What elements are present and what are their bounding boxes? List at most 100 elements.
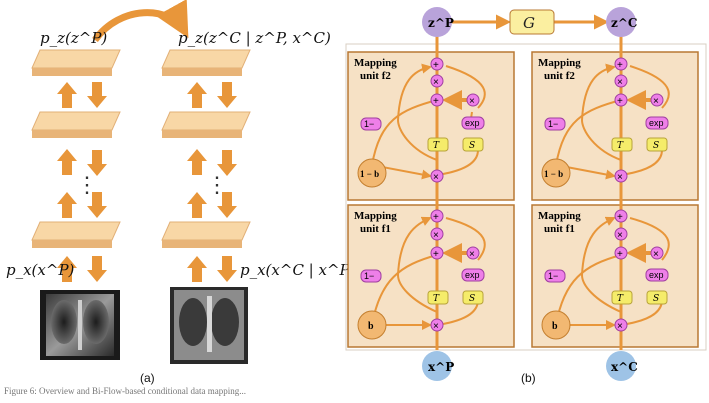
tau-node xyxy=(611,137,633,152)
down-arrow xyxy=(87,256,107,282)
circle-times-node xyxy=(466,246,480,260)
one-minus-node xyxy=(360,117,382,131)
op-tau: T xyxy=(617,294,624,304)
op-plus: + xyxy=(433,60,439,71)
plate xyxy=(161,221,251,241)
unit-subtitle: unit f2 xyxy=(544,70,575,82)
unit-subtitle: unit f2 xyxy=(360,70,391,82)
op-plus: + xyxy=(617,60,623,71)
up-arrow xyxy=(57,149,77,175)
circle-times-node xyxy=(614,227,628,241)
unit-title: Mapping xyxy=(354,210,397,222)
op-s: S xyxy=(653,141,659,151)
unit-f1-right-internals: + × + × exp 1− T S b × xyxy=(541,209,670,340)
g-box xyxy=(509,9,555,35)
op-tau: T xyxy=(433,141,440,151)
plate xyxy=(32,240,112,248)
ellipsis-right: ⋮ xyxy=(206,172,228,197)
op-plus: + xyxy=(433,96,439,107)
circle-times-node xyxy=(650,246,664,260)
op-times: × xyxy=(433,230,439,241)
op-s: S xyxy=(469,294,475,304)
up-arrow xyxy=(57,256,77,282)
plate xyxy=(32,68,112,76)
s-node xyxy=(462,137,484,152)
panel-b-frame xyxy=(345,43,707,351)
plate xyxy=(31,221,121,241)
xray-image-left xyxy=(40,290,120,360)
circle-times-node xyxy=(430,227,444,241)
circle-times-node xyxy=(650,93,664,107)
circle-plus-node xyxy=(430,93,444,107)
op-times: × xyxy=(653,96,659,107)
g-symbol: G xyxy=(523,14,535,32)
op-times: × xyxy=(653,249,659,260)
op-times: × xyxy=(469,249,475,260)
exp-node xyxy=(461,116,485,130)
node-xC-label: x^C xyxy=(611,360,638,374)
op-one-minus: 1− xyxy=(364,119,374,129)
unit-subtitle: unit f1 xyxy=(360,223,391,235)
circle-times-node xyxy=(430,74,444,88)
panel-b-label: (b) xyxy=(521,371,536,385)
s-node xyxy=(646,137,668,152)
op-s: S xyxy=(653,294,659,304)
unit-f2-right-internals: + × + × exp 1− T S 1 − b × xyxy=(541,57,670,188)
circle-times-node xyxy=(430,169,444,183)
up-arrow xyxy=(187,149,207,175)
exp-node xyxy=(645,268,669,282)
node-zC-label: z^C xyxy=(611,16,637,30)
plate xyxy=(31,49,121,69)
op-plus: + xyxy=(617,96,623,107)
label-b: b xyxy=(368,321,374,332)
up-arrow xyxy=(187,256,207,282)
op-exp: exp xyxy=(649,270,664,280)
up-arrow xyxy=(57,82,77,108)
b-node xyxy=(541,310,571,340)
node-zP xyxy=(422,7,452,37)
op-plus: + xyxy=(617,249,623,260)
op-plus: + xyxy=(433,212,439,223)
exp-node xyxy=(645,116,669,130)
one-minus-node xyxy=(544,269,566,283)
op-times: × xyxy=(433,77,439,88)
tau-node xyxy=(427,137,449,152)
circle-plus-node xyxy=(430,57,444,71)
exp-node xyxy=(461,268,485,282)
plate xyxy=(32,130,112,138)
circle-times-node xyxy=(614,169,628,183)
plate-stack-right xyxy=(161,49,251,248)
circle-plus-node xyxy=(614,93,628,107)
node-xC xyxy=(606,351,636,381)
node-zC xyxy=(606,7,636,37)
op-one-minus: 1− xyxy=(364,271,374,281)
plate xyxy=(161,49,251,69)
one-minus-node xyxy=(544,117,566,131)
op-times: × xyxy=(617,230,623,241)
label-px-xP: p_x(x^P) xyxy=(6,261,75,279)
label-pz-zC-given: p_z(z^C | z^P, x^C) xyxy=(178,29,331,47)
op-exp: exp xyxy=(465,270,480,280)
circle-plus-node xyxy=(430,246,444,260)
op-times: × xyxy=(617,321,623,332)
s-node xyxy=(462,290,484,305)
down-arrow xyxy=(87,150,107,176)
tau-node xyxy=(427,290,449,305)
circle-plus-node xyxy=(430,209,444,223)
flow-arrows-a xyxy=(57,82,237,282)
unit-title: Mapping xyxy=(538,210,581,222)
plate xyxy=(162,240,242,248)
down-arrow xyxy=(87,82,107,108)
one-minus-node xyxy=(360,269,382,283)
op-s: S xyxy=(469,141,475,151)
op-one-minus: 1− xyxy=(548,271,558,281)
op-one-minus: 1− xyxy=(548,119,558,129)
label-b: b xyxy=(552,321,558,332)
op-times: × xyxy=(469,96,475,107)
tau-node xyxy=(611,290,633,305)
op-exp: exp xyxy=(649,118,664,128)
s-node xyxy=(646,290,668,305)
down-arrow xyxy=(217,82,237,108)
node-xP xyxy=(422,351,452,381)
